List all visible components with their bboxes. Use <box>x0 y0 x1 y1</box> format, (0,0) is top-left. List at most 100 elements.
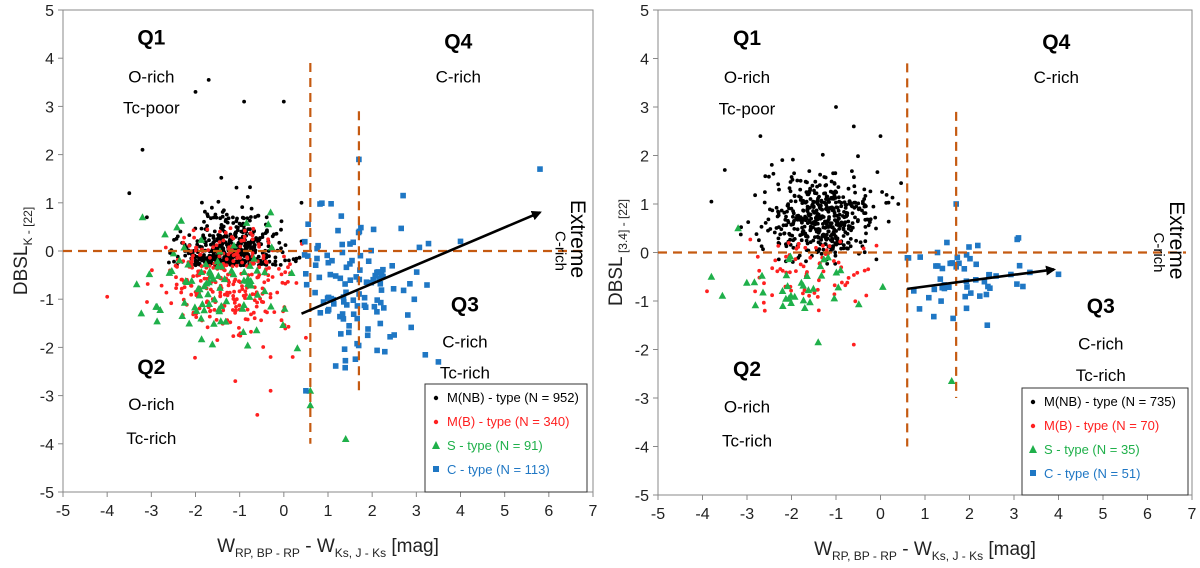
data-point-mnb <box>805 181 809 185</box>
data-point-s <box>814 338 822 345</box>
data-point-mb <box>269 355 273 359</box>
q4-line1: C-rich <box>1034 68 1079 87</box>
data-point-mb <box>190 260 194 264</box>
data-point-mnb <box>282 100 286 104</box>
data-point-mnb <box>835 220 839 224</box>
data-point-mb <box>814 246 818 250</box>
data-point-mb <box>266 278 270 282</box>
data-point-c <box>326 260 332 266</box>
data-point-c <box>305 221 311 227</box>
data-point-mnb <box>874 227 878 231</box>
data-point-s <box>215 272 223 279</box>
legend-marker-mb <box>434 420 438 424</box>
y-tick-label: -4 <box>40 437 54 454</box>
data-point-c <box>341 316 347 322</box>
legend-label-s: S - type (N = 35) <box>1044 442 1140 457</box>
extreme-sublabel: C-rich <box>1150 233 1167 273</box>
data-point-mnb <box>835 237 839 241</box>
data-point-mnb <box>825 238 829 242</box>
q2-head: Q2 <box>137 356 165 379</box>
data-point-mb <box>224 231 228 235</box>
data-point-c <box>303 388 309 394</box>
data-point-c <box>303 271 309 277</box>
data-point-mnb <box>284 243 288 247</box>
data-point-mnb <box>823 191 827 195</box>
data-point-mnb <box>777 213 781 217</box>
data-point-mb <box>862 247 866 251</box>
data-point-mb <box>215 338 219 342</box>
y-tick-label: -1 <box>635 294 649 311</box>
data-point-mnb <box>791 238 795 242</box>
data-point-mb <box>788 270 792 274</box>
data-point-mnb <box>776 182 780 186</box>
data-point-mnb <box>274 260 278 264</box>
data-point-mb <box>875 244 879 248</box>
data-point-mnb <box>783 218 787 222</box>
data-point-mnb <box>239 230 243 234</box>
data-point-c <box>412 297 418 303</box>
data-point-mnb <box>225 213 229 217</box>
x-tick-label: -3 <box>740 506 754 523</box>
data-point-s <box>138 309 146 316</box>
data-point-mb <box>822 270 826 274</box>
data-point-mb <box>775 269 779 273</box>
data-point-mnb <box>837 195 841 199</box>
data-point-c <box>304 282 310 288</box>
data-point-mb <box>855 271 859 275</box>
data-point-mnb <box>830 207 834 211</box>
data-point-mb <box>801 292 805 296</box>
data-point-mb <box>215 318 219 322</box>
data-point-mb <box>259 318 263 322</box>
data-point-mnb <box>808 219 812 223</box>
data-point-mb <box>817 309 821 313</box>
data-point-s <box>197 315 205 322</box>
data-point-mnb <box>824 197 828 201</box>
data-point-mnb <box>145 215 149 219</box>
data-point-c <box>382 349 388 355</box>
x-tick-label: 0 <box>876 506 885 523</box>
data-point-c <box>379 272 385 278</box>
data-point-s <box>185 320 193 327</box>
data-point-mnb <box>265 215 269 219</box>
data-point-mnb <box>835 205 839 209</box>
data-point-mb <box>776 244 780 248</box>
data-point-mnb <box>854 239 858 243</box>
data-point-mb <box>231 334 235 338</box>
data-point-mnb <box>824 203 828 207</box>
q1-head: Q1 <box>733 27 761 50</box>
data-point-mb <box>251 262 255 266</box>
data-point-mnb <box>815 185 819 189</box>
data-point-mb <box>164 246 168 250</box>
data-point-c <box>346 330 352 336</box>
data-point-s <box>779 302 787 309</box>
data-point-c <box>938 276 944 282</box>
data-point-mb <box>205 228 209 232</box>
data-point-mnb <box>799 179 803 183</box>
data-point-mb <box>852 273 856 277</box>
data-point-s <box>294 344 302 351</box>
extreme-label: Extreme <box>1165 201 1188 279</box>
data-point-mnb <box>851 211 855 215</box>
data-point-mb <box>705 289 709 293</box>
data-point-mb <box>265 311 269 315</box>
y-tick-label: 2 <box>640 149 649 166</box>
data-point-mnb <box>249 215 253 219</box>
data-point-mnb <box>819 238 823 242</box>
data-point-mnb <box>778 233 782 237</box>
y-tick-label: 0 <box>640 246 649 263</box>
data-point-mb <box>174 275 178 279</box>
q1-head: Q1 <box>137 27 165 50</box>
data-point-mb <box>246 308 250 312</box>
data-point-mb <box>838 240 842 244</box>
q2-line1: O-rich <box>724 398 770 417</box>
data-point-mnb <box>825 222 829 226</box>
y-tick-label: 1 <box>45 196 54 213</box>
data-point-mb <box>206 325 210 329</box>
data-point-mb <box>266 237 270 241</box>
data-point-mnb <box>862 188 866 192</box>
data-point-mb <box>794 269 798 273</box>
data-point-s <box>240 268 248 275</box>
data-point-mnb <box>200 201 204 205</box>
data-point-mb <box>213 308 217 312</box>
data-point-mnb <box>784 215 788 219</box>
